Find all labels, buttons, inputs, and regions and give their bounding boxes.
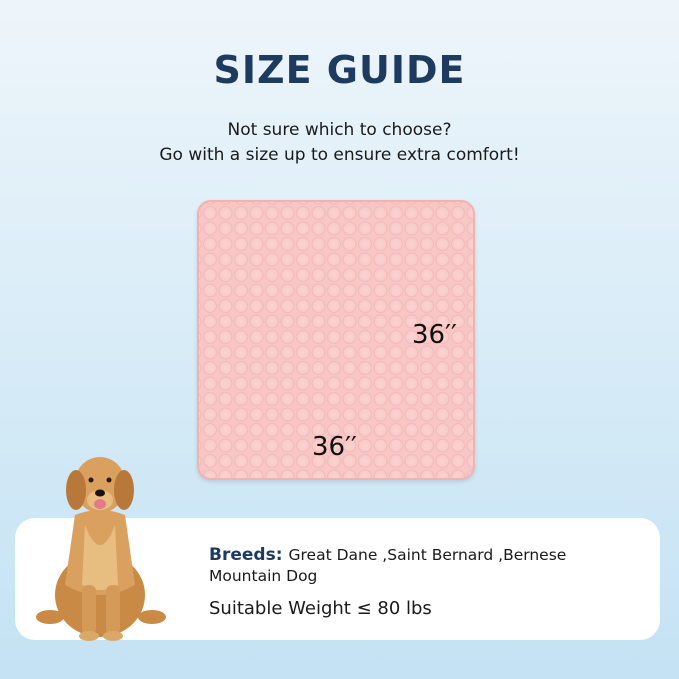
subtitle-line: Not sure which to choose?	[227, 120, 452, 140]
breeds-label: Breeds:	[209, 545, 283, 565]
suitable-weight: Suitable Weight ≤ 80 lbs	[209, 598, 432, 619]
golden-retriever-image	[36, 457, 166, 641]
page-title: SIZE GUIDE	[213, 48, 466, 92]
breeds-text: Breeds: Great Dane ,Saint Bernard ,Bernes…	[209, 545, 629, 587]
height-dimension: 36′′	[412, 320, 457, 350]
width-dimension: 36′′	[312, 432, 357, 462]
breeds-value: Great Dane ,Saint Bernard ,Bernese Mount…	[209, 546, 567, 585]
subtitle: Not sure which to choose? Go with a size…	[0, 118, 679, 168]
cooling-mat-image	[197, 200, 475, 480]
subtitle-line: Go with a size up to ensure extra comfor…	[159, 145, 520, 165]
